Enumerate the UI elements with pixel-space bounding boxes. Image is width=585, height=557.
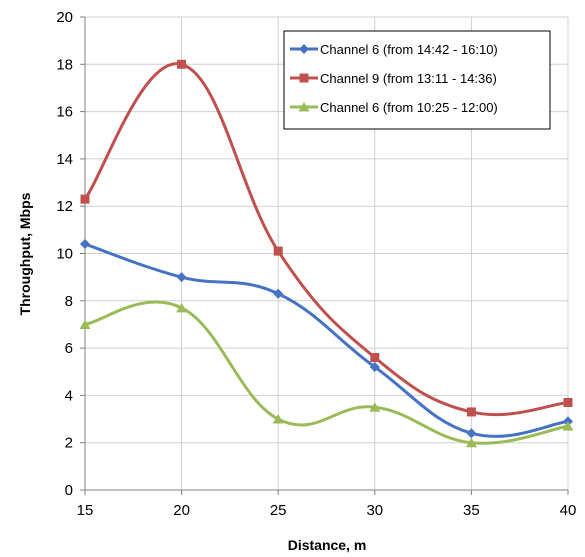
legend: Channel 6 (from 14:42 - 16:10) Channel 9 … (283, 30, 551, 130)
y-tick-label: 16 (56, 104, 73, 121)
data-point (273, 246, 283, 256)
data-point (369, 402, 381, 412)
data-point (369, 362, 380, 373)
data-point (176, 302, 188, 313)
series-2 (80, 59, 573, 417)
series-line (84, 300, 569, 445)
y-tick-label: 8 (65, 293, 73, 310)
y-tick-label: 6 (65, 340, 73, 357)
legend-label: Channel 9 (from 13:11 - 14:36) (320, 71, 497, 86)
legend-label: Channel 6 (from 14:42 - 16:10) (320, 42, 498, 57)
x-tick-label: 20 (173, 502, 190, 519)
series-line (84, 242, 569, 438)
x-tick-labels: 15 20 25 30 35 40 (77, 502, 577, 519)
data-point (79, 319, 91, 329)
x-tick-label: 35 (463, 502, 480, 519)
x-tick-label: 40 (560, 502, 577, 519)
legend-item: Channel 9 (from 13:11 - 14:36) (290, 71, 497, 86)
data-point (465, 437, 477, 448)
data-point (272, 414, 284, 424)
series-3 (79, 300, 574, 448)
data-point (80, 239, 90, 250)
y-tick-label: 0 (65, 482, 73, 499)
x-tick-label: 30 (366, 502, 383, 519)
series-1 (80, 239, 573, 439)
legend-label: Channel 6 (from 10:25 - 12:00) (320, 100, 498, 115)
data-point (177, 59, 187, 69)
y-tick-label: 20 (56, 9, 73, 26)
data-point (370, 353, 380, 363)
y-tick-label: 18 (56, 56, 73, 73)
x-tick-label: 15 (77, 502, 94, 519)
y-tick-label: 14 (56, 151, 73, 168)
y-tick-label: 12 (56, 198, 73, 215)
legend-item: Channel 6 (from 14:42 - 16:10) (290, 42, 498, 57)
data-point (563, 397, 573, 407)
axes (80, 16, 569, 495)
x-axis-title: Distance, m (288, 537, 367, 553)
legend-swatch-marker (298, 102, 310, 112)
data-point (466, 428, 477, 439)
legend-item: Channel 6 (from 10:25 - 12:00) (290, 100, 498, 115)
data-point (466, 407, 476, 417)
data-point (80, 194, 90, 204)
x-tick-label: 25 (270, 502, 287, 519)
legend-swatch-marker (299, 44, 309, 54)
y-tick-label: 4 (65, 387, 73, 404)
data-point (273, 288, 284, 299)
data-point (176, 272, 187, 283)
series-group (79, 59, 574, 448)
y-tick-label: 10 (56, 246, 73, 263)
y-axis-title: Throughput, Mbps (17, 192, 33, 315)
y-tick-labels: 0 2 4 6 8 10 12 14 16 18 20 (56, 9, 73, 499)
legend-box (283, 30, 551, 130)
y-tick-label: 2 (65, 435, 73, 452)
data-point (562, 421, 574, 431)
legend-swatch-marker (299, 73, 309, 83)
